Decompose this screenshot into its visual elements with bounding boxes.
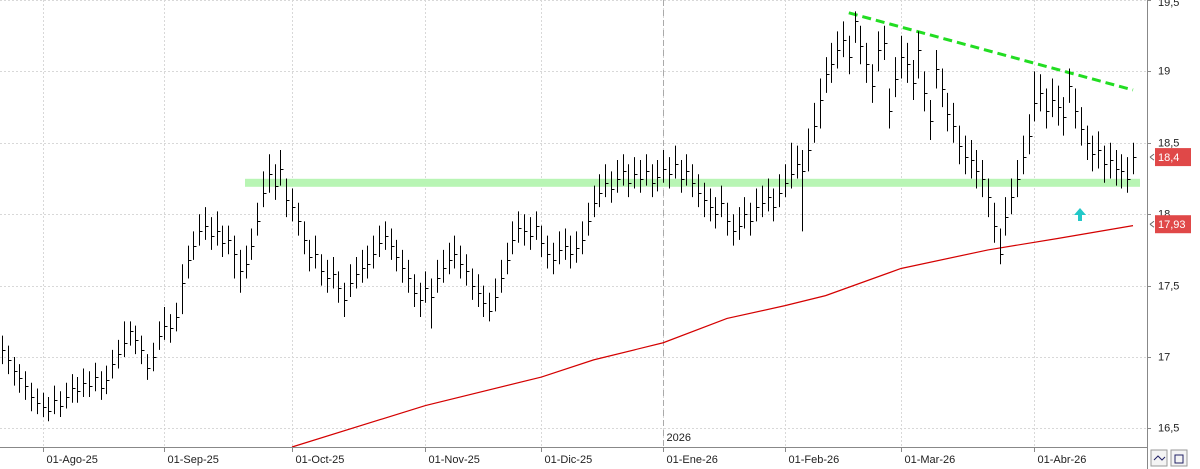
value-tag xyxy=(1155,215,1191,234)
y-tick-label: 19 xyxy=(1158,65,1170,77)
y-tick-label: 16,5 xyxy=(1158,422,1179,434)
x-tick-label: 01-Abr-26 xyxy=(1038,454,1087,466)
tool-button[interactable] xyxy=(1150,449,1168,467)
value-pointer xyxy=(1149,220,1155,228)
x-tick-label: 01-Mar-26 xyxy=(905,454,956,466)
x-tick-label: 01-Ene-26 xyxy=(667,454,718,466)
x-tick-label: 01-Nov-25 xyxy=(429,454,480,466)
y-tick-label: 17,5 xyxy=(1158,280,1179,292)
moving-average xyxy=(291,225,1134,448)
y-tick-label: 19,5 xyxy=(1158,0,1179,9)
plot-area: 2026 xyxy=(0,0,1147,448)
x-tick-label: 01-Sep-25 xyxy=(168,454,219,466)
x-tick-label: 01-Dic-25 xyxy=(545,454,593,466)
tool-icon xyxy=(1174,454,1184,464)
value-pointer xyxy=(1149,153,1155,161)
year-label: 2026 xyxy=(667,432,691,444)
tool-button[interactable] xyxy=(1170,449,1188,467)
x-tick-label: 01-Ago-25 xyxy=(47,454,98,466)
value-tag-label: 18,4 xyxy=(1158,152,1179,164)
trendline xyxy=(848,11,1134,92)
x-tick-label: 01-Oct-25 xyxy=(296,454,345,466)
signal-arrow xyxy=(1074,208,1086,221)
tool-icon xyxy=(1153,455,1166,461)
y-tick-label: 18,5 xyxy=(1158,137,1179,149)
value-tag xyxy=(1155,148,1191,167)
value-tag-label: 17,93 xyxy=(1158,219,1186,231)
y-tick-label: 17 xyxy=(1158,351,1170,363)
x-tick-label: 01-Feb-26 xyxy=(789,454,840,466)
